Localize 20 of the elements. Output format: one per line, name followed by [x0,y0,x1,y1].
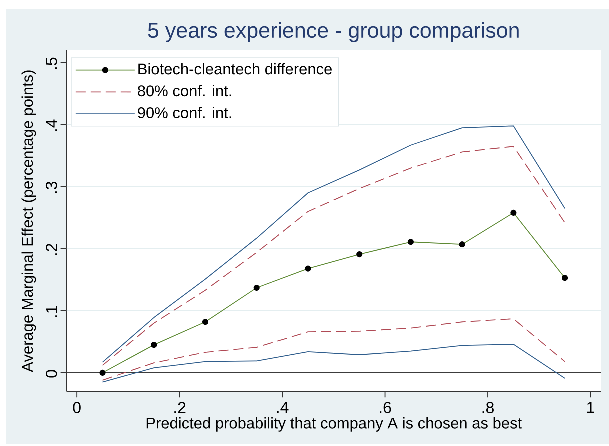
x-tick-label: .6 [380,402,392,414]
x-tick-label: .8 [482,402,494,414]
legend-label: Biotech-cleantech difference [138,63,332,75]
y-tick-label: 0 [46,370,58,378]
y-tick-label: .3 [46,182,58,194]
line-series [102,344,566,383]
x-tick-label: .4 [277,402,289,414]
legend-label: 80% conf. int. [138,85,232,97]
chart-title: 5 years experience - group comparison [148,22,519,42]
y-tick-label: .1 [46,306,58,318]
y-tick-label: .4 [46,120,58,132]
x-tick-label: 0 [73,402,81,414]
x-axis-title: Predicted probability that company A is chosen as best [146,417,522,432]
x-tick-label: 1 [588,402,594,414]
y-tick-label: .5 [46,58,58,70]
x-tick-label: .2 [174,402,186,414]
line-series [102,318,566,381]
legend-label: 90% conf. int. [138,107,232,119]
y-axis-title: Average Marginal Effect (percentage points) [22,70,36,372]
y-tick-label: .2 [46,244,58,256]
